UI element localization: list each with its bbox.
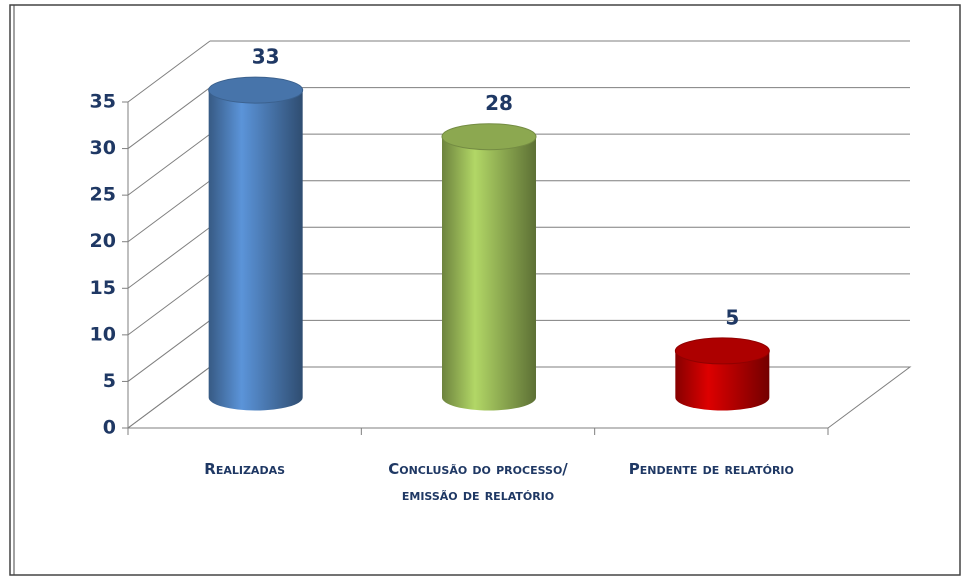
bar-top — [208, 76, 304, 104]
y-tick-label: 10 — [90, 323, 116, 345]
y-tick-label: 5 — [103, 370, 116, 392]
bar — [675, 350, 770, 411]
y-tick-label: 20 — [90, 230, 116, 252]
bar-top — [674, 337, 770, 365]
grid-line — [127, 40, 211, 103]
grid-line — [127, 320, 211, 382]
y-tick-label: 30 — [90, 137, 116, 159]
y-tick-label: 35 — [90, 91, 116, 113]
grid-line — [127, 87, 211, 149]
y-tick-label: 25 — [90, 184, 116, 206]
y-tick-label: 0 — [103, 417, 116, 439]
x-tick-label: Conclusão do processo/ emissão de relató… — [388, 460, 568, 504]
value-label: 28 — [485, 91, 513, 115]
x-tick-label: Realizadas — [204, 460, 286, 478]
value-label: 33 — [252, 45, 280, 69]
x-tick-label: Pendente de relatório — [628, 460, 794, 478]
value-label: 5 — [725, 305, 739, 329]
grid-line — [127, 273, 211, 336]
grid-line — [127, 180, 211, 243]
grid-line — [127, 133, 211, 196]
y-tick-label: 15 — [90, 277, 116, 299]
bar-top — [441, 123, 537, 151]
bar — [442, 136, 536, 411]
bar — [208, 90, 303, 411]
grid-line — [127, 226, 211, 289]
grid-line — [127, 366, 211, 429]
chart-border — [9, 4, 961, 576]
